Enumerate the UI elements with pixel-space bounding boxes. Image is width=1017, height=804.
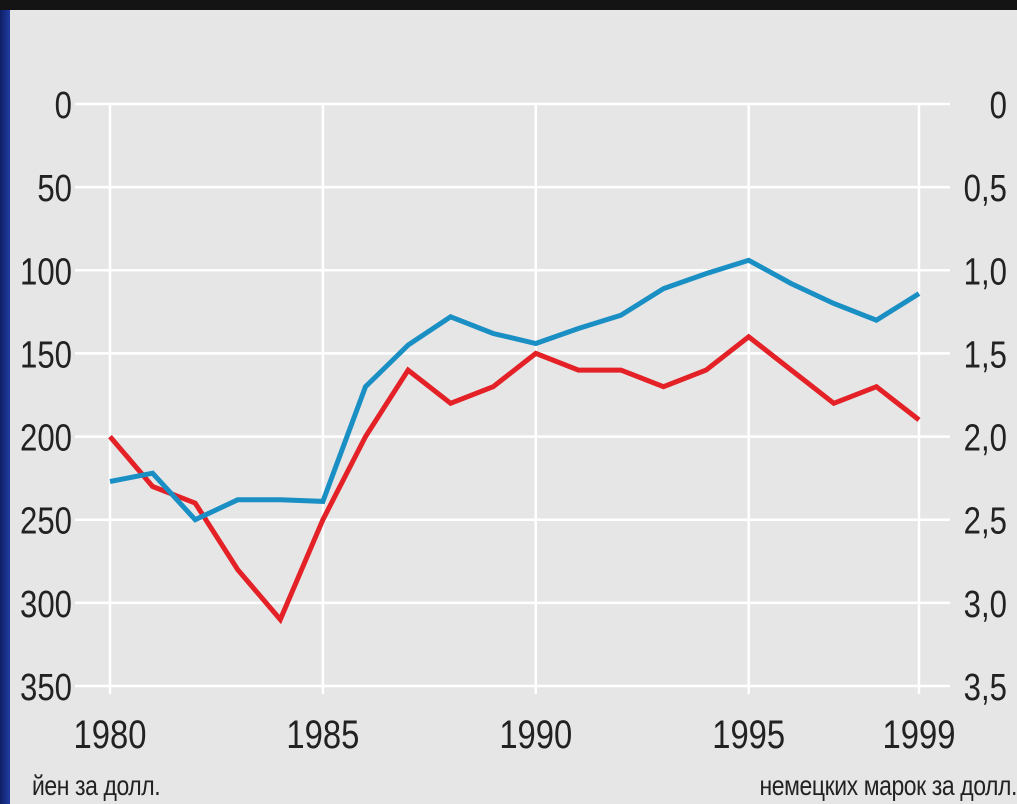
y-left-tick-label: 50 [37,168,72,210]
y-left-tick-label: 150 [20,335,72,377]
y-right-tick-label: 0,5 [964,168,1007,210]
y-right-tick-label: 1,5 [964,335,1007,377]
y-right-tick-label: 0 [990,85,1007,127]
left-axis-label: йен за долл. [32,770,161,801]
y-right-tick-label: 3,0 [964,584,1007,626]
x-tick-label: 1995 [712,712,785,757]
y-right-tick-label: 3,5 [964,667,1007,709]
y-right-tick-label: 1,0 [964,251,1007,293]
y-left-tick-label: 300 [20,584,72,626]
y-left-tick-label: 0 [55,85,72,127]
top-border [0,0,1017,10]
x-tick-label: 1999 [883,712,956,757]
x-tick-label: 1990 [499,712,572,757]
y-left-tick-label: 350 [20,667,72,709]
series-line-blue [109,257,921,523]
right-axis-label: немецких марок за долл. [759,770,1017,801]
y-right-tick-label: 2,5 [964,501,1007,543]
y-left-tick-label: 100 [20,251,72,293]
y-left-tick-label: 200 [20,418,72,460]
chart-panel: 0 0 50 0,5 100 1,0 150 1,5 200 2,0 250 2,5 300 3,0 350… [10,10,1017,804]
line-chart: 0 0 50 0,5 100 1,0 150 1,5 200 2,0 250 2,5 300 3,0 350… [20,85,1007,757]
series-line-red [108,333,921,625]
y-left-tick-label: 250 [20,501,72,543]
x-tick-label: 1980 [74,712,147,757]
x-tick-label: 1985 [286,712,359,757]
y-right-tick-label: 2,0 [964,418,1007,460]
